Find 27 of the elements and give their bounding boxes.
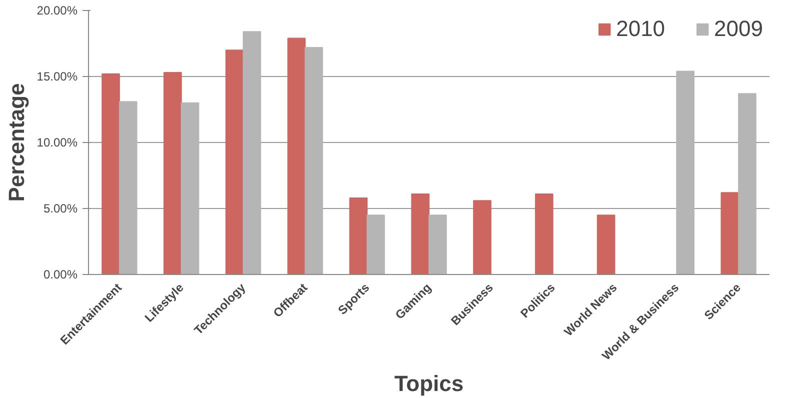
bar (349, 197, 368, 274)
bar (225, 50, 244, 274)
bar (180, 102, 200, 274)
bar (534, 193, 554, 274)
bar (411, 193, 430, 274)
bar (102, 73, 120, 274)
x-axis-title: Topics (394, 370, 464, 396)
y-tick-label: 10.00% (36, 136, 78, 150)
bar (242, 31, 262, 274)
bar (676, 70, 694, 274)
bar (596, 214, 616, 274)
legend-label: 2010 (616, 16, 666, 42)
y-tick-label: 0.00% (43, 268, 78, 282)
bar (287, 38, 306, 274)
y-axis-title: Percentage (4, 83, 29, 202)
bar (473, 200, 492, 274)
y-tick-label: 15.00% (36, 70, 78, 84)
bar (304, 46, 324, 274)
bar (738, 93, 756, 274)
bar (428, 214, 447, 274)
bar (164, 72, 182, 274)
y-tick-label: 20.00% (36, 4, 78, 18)
legend-label: 2009 (714, 16, 763, 42)
bar (118, 101, 138, 274)
bar (720, 192, 740, 274)
bar (366, 214, 385, 274)
y-tick-label: 5.00% (43, 202, 78, 216)
